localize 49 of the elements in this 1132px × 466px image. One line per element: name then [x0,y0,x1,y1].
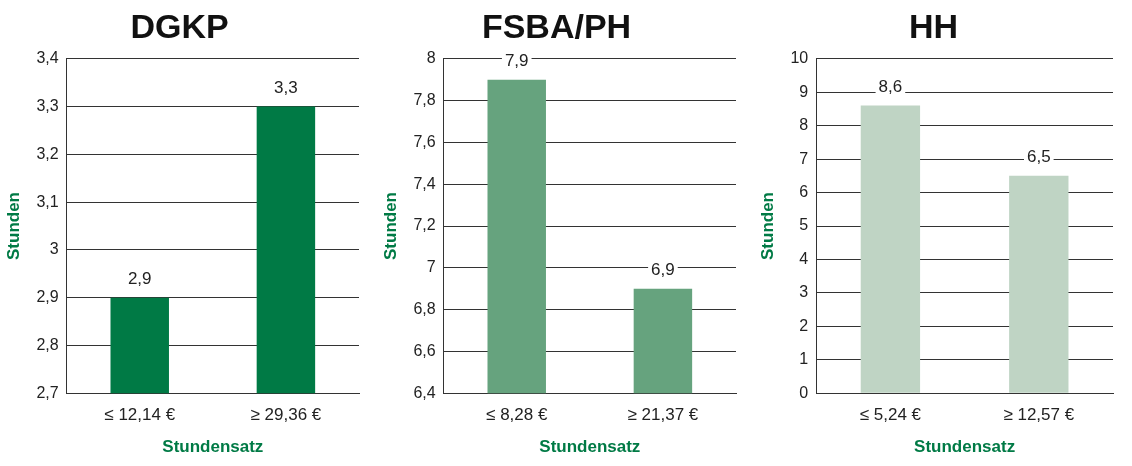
y-tick-label: 4 [799,249,809,267]
y-tick-label: 0 [799,383,809,401]
y-tick-label: 6,6 [413,341,436,359]
y-tick-label: 2,9 [36,288,59,306]
y-tick-label: 7,8 [413,91,436,109]
x-tick-label: ≤ 12,14 € [104,405,176,425]
chart-title: HH [908,6,959,45]
chart-title: FSBA/PH [481,6,632,45]
y-tick-label: 8 [799,116,809,134]
y-tick-label: 7,4 [413,174,436,192]
y-tick-label: 2,7 [36,383,59,401]
y-tick-label: 6 [799,182,809,200]
y-tick-label: 7 [799,149,809,167]
y-tick-label: 7,6 [413,132,436,150]
y-tick-label: 1 [799,350,809,368]
data-label: 6,9 [651,259,675,279]
y-tick-label: 6,8 [413,300,436,318]
y-axis-title: Stunden [380,192,400,260]
y-tick-label: 3 [49,240,59,258]
x-tick-label: ≥ 29,36 € [250,405,322,425]
data-label: 3,3 [274,77,298,97]
y-tick-label: 3 [799,283,809,301]
y-tick-label: 3,1 [36,192,59,210]
y-tick-label: 3,3 [36,96,59,114]
y-tick-label: 2 [799,316,809,334]
y-tick-label: 9 [799,82,809,100]
y-tick-label: 7 [426,258,436,276]
x-axis-title: Stundensatz [539,437,641,457]
y-axis-title: Stunden [757,192,777,260]
data-label: 8,6 [878,76,903,96]
data-label: 6,5 [1026,147,1051,167]
x-tick-label: ≤ 5,24 € [859,405,922,425]
y-tick-label: 7,2 [413,216,436,234]
y-tick-label: 2,8 [36,335,59,353]
y-tick-label: 5 [799,216,809,234]
y-tick-label: 3,2 [36,144,59,162]
y-tick-label: 6,4 [413,383,436,401]
x-axis-title: Stundensatz [914,437,1016,457]
x-tick-label: ≤ 8,28 € [486,405,548,425]
x-tick-label: ≥ 21,37 € [627,405,699,425]
chart-title: DGKP [130,6,229,45]
data-label: 2,9 [127,268,152,288]
data-label: 7,9 [504,50,529,70]
x-axis-title: Stundensatz [162,437,264,457]
x-tick-label: ≥ 12,57 € [1003,405,1075,425]
y-tick-label: 8 [426,49,436,67]
y-tick-label: 10 [790,49,809,67]
y-axis-title: Stunden [3,192,23,260]
y-tick-label: 3,4 [36,49,59,67]
